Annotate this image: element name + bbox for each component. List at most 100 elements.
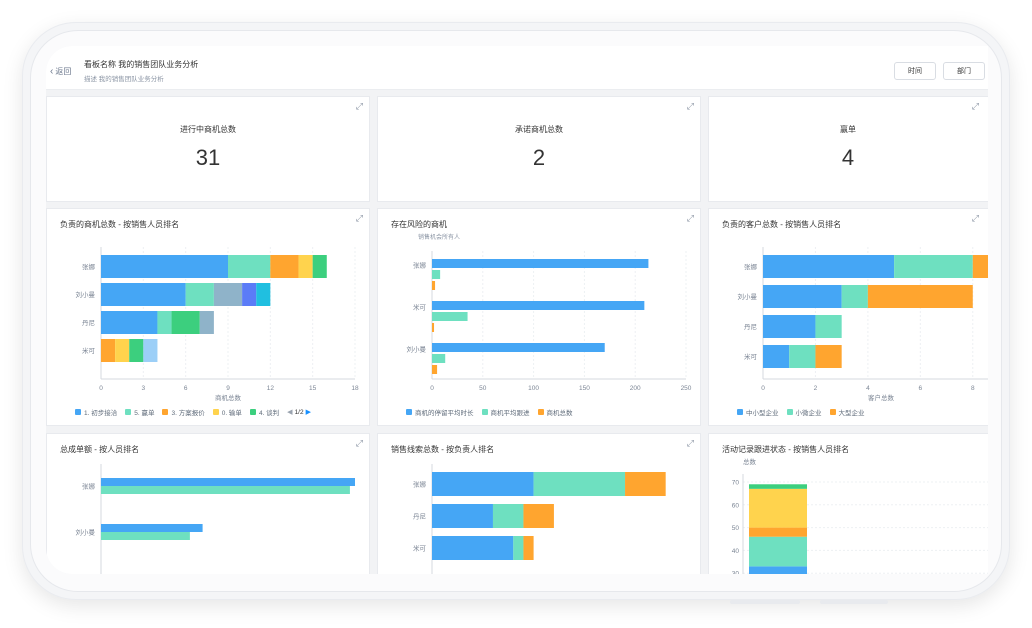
bar-segment <box>432 536 514 560</box>
chart-title: 总成单额 - 按人员排名 <box>60 445 140 454</box>
back-button[interactable]: ‹ 返回 <box>50 66 71 77</box>
kpi-value: 2 <box>532 145 546 170</box>
bar-segment <box>523 504 554 528</box>
expand-icon[interactable]: ⤢ <box>686 213 694 223</box>
kpi-value: 31 <box>195 145 221 170</box>
bar-segment <box>763 315 816 338</box>
back-label: 返回 <box>55 67 72 76</box>
x-axis-title: 客户总数 <box>868 393 895 402</box>
next-page-icon[interactable]: ▶ <box>305 409 311 416</box>
x-axis-title: 商机总数 <box>215 393 242 402</box>
time-filter-button[interactable]: 时间 <box>894 62 936 80</box>
y-category-label: 刘小曼 <box>76 290 96 299</box>
bar-segment <box>432 472 534 496</box>
legend-item[interactable]: 大型企业 <box>829 407 865 417</box>
kpi-card-committed-opps: ⤢ 承诺商机总数 2 <box>377 96 701 202</box>
expand-icon[interactable]: ⤢ <box>971 213 979 223</box>
y-category-label: 丹尼 <box>744 323 757 331</box>
x-tick-label: 6 <box>184 385 188 392</box>
bar <box>432 312 468 321</box>
bar-segment <box>972 255 988 278</box>
y-category-label: 米可 <box>82 346 96 355</box>
y-axis-title: 总数 <box>743 457 757 466</box>
legend-item[interactable]: 商机的停留平均时长 <box>406 407 474 417</box>
bar-segment <box>143 339 158 362</box>
bar-segment <box>312 255 327 278</box>
expand-icon[interactable]: ⤢ <box>686 438 694 448</box>
y-tick-label: 70 <box>732 480 740 487</box>
bar-segment <box>815 315 842 338</box>
expand-icon[interactable]: ⤢ <box>971 101 979 111</box>
dashboard-title: 看板名称 我的销售团队业务分析 <box>84 60 199 69</box>
x-tick-label: 0 <box>430 385 434 392</box>
legend-item[interactable]: 商机总数 <box>537 407 573 417</box>
bar-segment <box>298 255 313 278</box>
y-category-label: 丹尼 <box>413 513 426 521</box>
chevron-left-icon: ‹ <box>50 66 54 77</box>
prev-page-icon[interactable]: ◀ <box>287 409 293 416</box>
bar <box>432 354 446 363</box>
y-category-label: 刘小曼 <box>407 345 427 354</box>
bar-segment <box>101 311 158 334</box>
x-tick-label: 200 <box>630 385 641 392</box>
legend-item[interactable]: 商机平均跟进 <box>481 407 530 417</box>
y-category-label: 张娜 <box>82 262 96 271</box>
bar-segment <box>185 283 214 306</box>
x-tick-label: 18 <box>351 385 359 392</box>
bar-segment <box>841 285 868 308</box>
bar-segment <box>625 472 666 496</box>
department-filter-button[interactable]: 部门 <box>943 62 985 80</box>
chart-title: 销售线索总数 - 按负责人排名 <box>391 445 495 454</box>
chart-legend: 中小型企业 小微企业 大型企业 <box>737 407 865 417</box>
x-tick-label: 150 <box>579 385 590 392</box>
legend-item[interactable]: 3. 方案报价 <box>162 407 205 417</box>
y-category-label: 刘小曼 <box>738 292 758 301</box>
expand-icon[interactable]: ⤢ <box>355 101 363 111</box>
chart-title: 存在风险的商机 <box>391 220 447 229</box>
kpi-label: 进行中商机总数 <box>180 125 236 134</box>
bar-segment <box>115 339 130 362</box>
bar <box>432 281 436 290</box>
bar-segment <box>789 345 816 368</box>
kpi-card-won: ⤢ 赢单 4 <box>708 96 988 202</box>
expand-icon[interactable]: ⤢ <box>686 101 694 111</box>
dock-indicator-left <box>730 600 800 604</box>
kpi-card-open-opps: ⤢ 进行中商机总数 31 <box>46 96 370 202</box>
legend-item[interactable]: 中小型企业 <box>737 407 779 417</box>
bar-segment <box>523 536 534 560</box>
legend-item[interactable]: 小微企业 <box>786 407 822 417</box>
bar-segment <box>101 255 228 278</box>
y-tick-label: 60 <box>732 502 740 509</box>
bar <box>432 259 649 268</box>
bar-segment <box>157 311 172 334</box>
y-category-label: 张娜 <box>744 262 758 271</box>
kpi-label: 赢单 <box>840 125 856 134</box>
legend-pager[interactable]: ◀ 1/2 ▶ <box>287 408 311 417</box>
bar <box>101 478 355 486</box>
legend-item[interactable]: 4. 谈判 <box>249 407 279 417</box>
y-tick-label: 40 <box>732 548 740 555</box>
chart-legend: 1. 初步接洽 5. 赢单 3. 方案报价 0. 输单 4. 谈判 ◀ 1/2 … <box>75 407 311 417</box>
legend-item[interactable]: 5. 赢单 <box>125 407 154 417</box>
expand-icon[interactable]: ⤢ <box>355 213 363 223</box>
x-tick-label: 8 <box>971 385 975 392</box>
column-segment <box>749 527 807 537</box>
y-category-label: 张娜 <box>413 480 427 489</box>
bar-segment <box>815 345 842 368</box>
bar-segment <box>129 339 144 362</box>
legend-item[interactable]: 0. 输单 <box>212 407 242 417</box>
bar-segment <box>432 504 493 528</box>
bar-segment <box>199 311 214 334</box>
column-segment <box>749 566 807 574</box>
bar-segment <box>894 255 973 278</box>
y-category-label: 丹尼 <box>82 319 95 327</box>
expand-icon[interactable]: ⤢ <box>355 438 363 448</box>
legend-item[interactable]: 1. 初步接洽 <box>75 407 117 417</box>
column-segment <box>749 484 807 489</box>
bar <box>432 301 645 310</box>
bar <box>101 524 203 532</box>
bar-segment <box>256 283 271 306</box>
